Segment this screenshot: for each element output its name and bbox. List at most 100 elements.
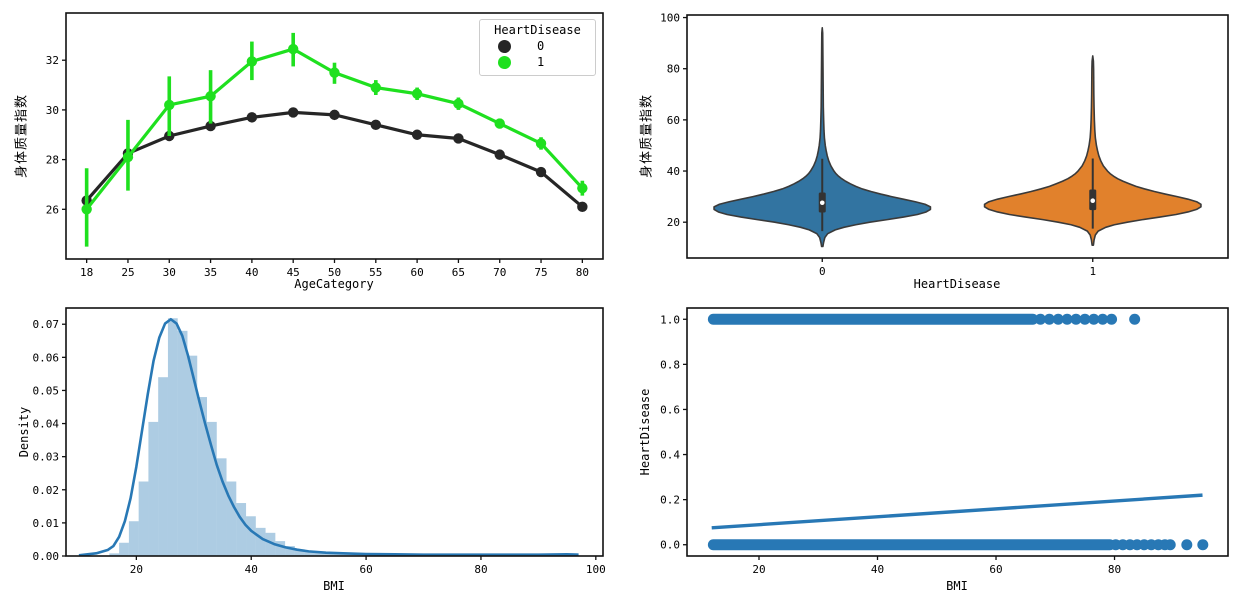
histogram-bar <box>187 355 198 556</box>
violin-body <box>713 26 932 248</box>
histogram-bar <box>148 421 159 556</box>
histogram-bar <box>216 458 227 556</box>
data-point <box>329 67 340 78</box>
tick-label: 30 <box>163 266 176 279</box>
legend-marker-0-icon <box>498 39 511 53</box>
violin-y-axis-label: 身体质量指数 <box>639 93 655 179</box>
histogram-bar <box>255 527 266 556</box>
tick-label: 1 <box>1089 265 1096 278</box>
axes-box <box>686 14 1229 259</box>
scatter-point <box>1079 313 1091 325</box>
data-point <box>205 120 216 132</box>
tick-label: 60 <box>989 563 1002 576</box>
tick-label: 35 <box>204 266 217 279</box>
scatter-point <box>1043 313 1055 325</box>
data-point <box>287 107 299 118</box>
histogram-bar <box>246 516 256 556</box>
histogram-bar <box>109 553 120 556</box>
scatter-point <box>1088 313 1100 325</box>
data-point <box>577 182 588 194</box>
histogram-bar <box>314 552 325 556</box>
tick-label: 0.00 <box>33 550 60 563</box>
regplot-x-axis-label: BMI <box>946 579 968 593</box>
axes-box <box>686 307 1229 557</box>
tick-label: 100 <box>660 12 680 25</box>
tick-label: 60 <box>410 266 423 279</box>
data-point <box>287 43 299 55</box>
histogram-bar <box>275 541 286 556</box>
tick-label: 0.05 <box>33 384 60 397</box>
data-point <box>370 82 382 93</box>
histogram-bar <box>177 330 188 556</box>
legend-title: HeartDisease <box>494 23 581 37</box>
scatter-point <box>1106 313 1118 325</box>
tick-label: 20 <box>667 216 680 229</box>
legend: HeartDisease 0 1 <box>479 19 596 76</box>
pointplot-x-axis-label: AgeCategory <box>294 277 374 291</box>
tick-label: 40 <box>245 266 258 279</box>
scatter-point <box>1164 539 1176 551</box>
data-point <box>370 119 382 131</box>
histogram-bar <box>226 481 237 556</box>
histogram-bar <box>333 553 344 556</box>
tick-label: 75 <box>534 266 547 279</box>
pointplot-y-axis-label: 身体质量指数 <box>14 93 30 179</box>
tick-label: 0.02 <box>33 484 60 497</box>
legend-marker-1-icon <box>498 55 511 69</box>
legend-entry-1: 1 <box>486 54 589 70</box>
tick-label: 70 <box>493 266 506 279</box>
axes-box <box>65 307 604 557</box>
data-point <box>411 88 423 99</box>
tick-label: 55 <box>369 266 382 279</box>
scatter-point <box>1061 313 1073 325</box>
tick-label: 0.8 <box>660 358 680 371</box>
tick-label: 60 <box>359 563 372 576</box>
scatter-point <box>1052 313 1064 325</box>
histogram-bar <box>353 554 364 556</box>
violin-body <box>983 55 1202 247</box>
legend-label-0: 0 <box>537 39 545 53</box>
scatter-point <box>1129 313 1141 325</box>
histogram-bar <box>167 318 178 556</box>
tick-label: 0.0 <box>660 539 680 552</box>
tick-label: 0.04 <box>33 418 60 431</box>
data-point <box>164 99 175 111</box>
tick-label: 28 <box>46 154 59 167</box>
tick-label: 0 <box>819 265 826 278</box>
tick-label: 0.4 <box>660 449 680 462</box>
tick-label: 40 <box>245 563 258 576</box>
data-point <box>535 138 547 149</box>
tick-label: 40 <box>871 563 884 576</box>
regplot-y-axis-label: HeartDisease <box>638 388 652 476</box>
tick-label: 1.0 <box>660 313 680 326</box>
histogram-bar <box>158 377 168 556</box>
legend-label-1: 1 <box>537 55 545 69</box>
data-point <box>453 98 464 109</box>
regplot-chart: 20 40 60 80 0.0 0.2 0.4 0.6 0.8 1.0 <box>660 307 1229 576</box>
tick-label: 0.6 <box>660 403 680 416</box>
histogram-bar <box>119 542 129 556</box>
data-point <box>453 133 464 144</box>
data-point <box>81 204 92 215</box>
tick-label: 0.01 <box>33 517 60 530</box>
tick-label: 80 <box>1108 563 1121 576</box>
data-point <box>329 109 340 121</box>
legend-entry-0: 0 <box>486 38 589 54</box>
violin-median-dot <box>819 200 825 206</box>
tick-label: 18 <box>80 266 93 279</box>
tick-label: 65 <box>452 266 465 279</box>
histogram-y-axis-label: Density <box>17 406 31 458</box>
violin-x-axis-label: HeartDisease <box>913 277 1001 291</box>
tick-label: 0.2 <box>660 494 680 507</box>
tick-label: 30 <box>46 104 59 117</box>
scatter-point <box>1070 313 1082 325</box>
histogram-bar <box>343 554 354 556</box>
data-point <box>577 201 588 213</box>
data-point <box>205 91 216 102</box>
tick-label: 45 <box>287 266 300 279</box>
tick-label: 40 <box>667 165 680 178</box>
tick-label: 60 <box>667 114 680 127</box>
data-point <box>246 112 258 123</box>
data-point <box>494 149 505 160</box>
